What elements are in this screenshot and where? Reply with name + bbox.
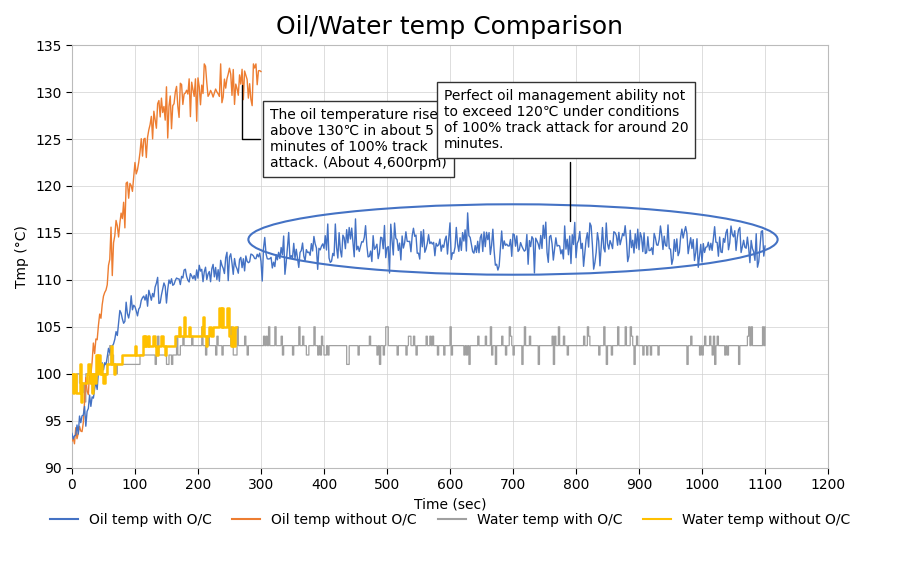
- Oil temp with O/C: [546, 240, 557, 248]
- Oil temp without O/C: [160, 116, 171, 123]
- Water temp without O/C: [151, 352, 162, 359]
- Water temp with O/C: [88, 370, 99, 377]
- Water temp without O/C: [214, 305, 225, 312]
- Oil temp with O/C: [337, 253, 347, 260]
- Water temp with O/C: [546, 333, 557, 340]
- Oil temp with O/C: [67, 430, 77, 437]
- Oil temp without O/C: [255, 67, 266, 74]
- Oil temp with O/C: [382, 244, 392, 251]
- Oil temp without O/C: [183, 91, 194, 98]
- Water temp without O/C: [83, 361, 94, 368]
- Line: Oil temp with O/C: Oil temp with O/C: [72, 213, 765, 439]
- Water temp with O/C: [376, 342, 387, 349]
- Line: Water temp without O/C: Water temp without O/C: [72, 308, 236, 402]
- Text: Perfect oil management ability not
to exceed 120℃ under conditions
of 100% track: Perfect oil management ability not to ex…: [444, 89, 688, 220]
- Water temp with O/C: [196, 323, 207, 330]
- Oil temp without O/C: [199, 61, 210, 68]
- Text: The oil temperature rises
above 130℃ in about 5
minutes of 100% track
attack. (A: The oil temperature rises above 130℃ in …: [242, 85, 447, 170]
- Water temp with O/C: [67, 389, 77, 396]
- Water temp with O/C: [760, 323, 770, 330]
- Oil temp with O/C: [68, 436, 78, 443]
- Water temp without O/C: [76, 399, 86, 406]
- Oil temp with O/C: [88, 395, 99, 402]
- Water temp with O/C: [731, 342, 742, 349]
- Oil temp without O/C: [67, 437, 77, 445]
- Y-axis label: Tmp (°C): Tmp (°C): [15, 225, 30, 288]
- Water temp without O/C: [230, 323, 241, 330]
- Line: Oil temp without O/C: Oil temp without O/C: [72, 64, 261, 444]
- Water temp with O/C: [382, 342, 393, 349]
- Legend: Oil temp with O/C, Oil temp without O/C, Water temp with O/C, Water temp without: Oil temp with O/C, Oil temp without O/C,…: [44, 507, 856, 533]
- Water temp with O/C: [79, 399, 90, 406]
- Oil temp with O/C: [731, 247, 742, 254]
- Oil temp with O/C: [375, 233, 386, 240]
- Water temp without O/C: [129, 352, 140, 359]
- Oil temp without O/C: [187, 86, 198, 93]
- Water temp without O/C: [120, 352, 130, 359]
- Oil temp with O/C: [760, 242, 770, 249]
- Water temp without O/C: [67, 370, 77, 377]
- Oil temp without O/C: [202, 79, 212, 86]
- Line: Water temp with O/C: Water temp with O/C: [72, 327, 765, 402]
- Water temp without O/C: [132, 352, 143, 359]
- X-axis label: Time (sec): Time (sec): [414, 497, 486, 512]
- Oil temp without O/C: [135, 149, 146, 156]
- Water temp with O/C: [338, 342, 348, 349]
- Oil temp with O/C: [463, 209, 473, 216]
- Water temp without O/C: [193, 333, 203, 340]
- Oil temp without O/C: [69, 440, 80, 447]
- Oil temp without O/C: [256, 68, 266, 75]
- Title: Oil/Water temp Comparison: Oil/Water temp Comparison: [276, 15, 624, 39]
